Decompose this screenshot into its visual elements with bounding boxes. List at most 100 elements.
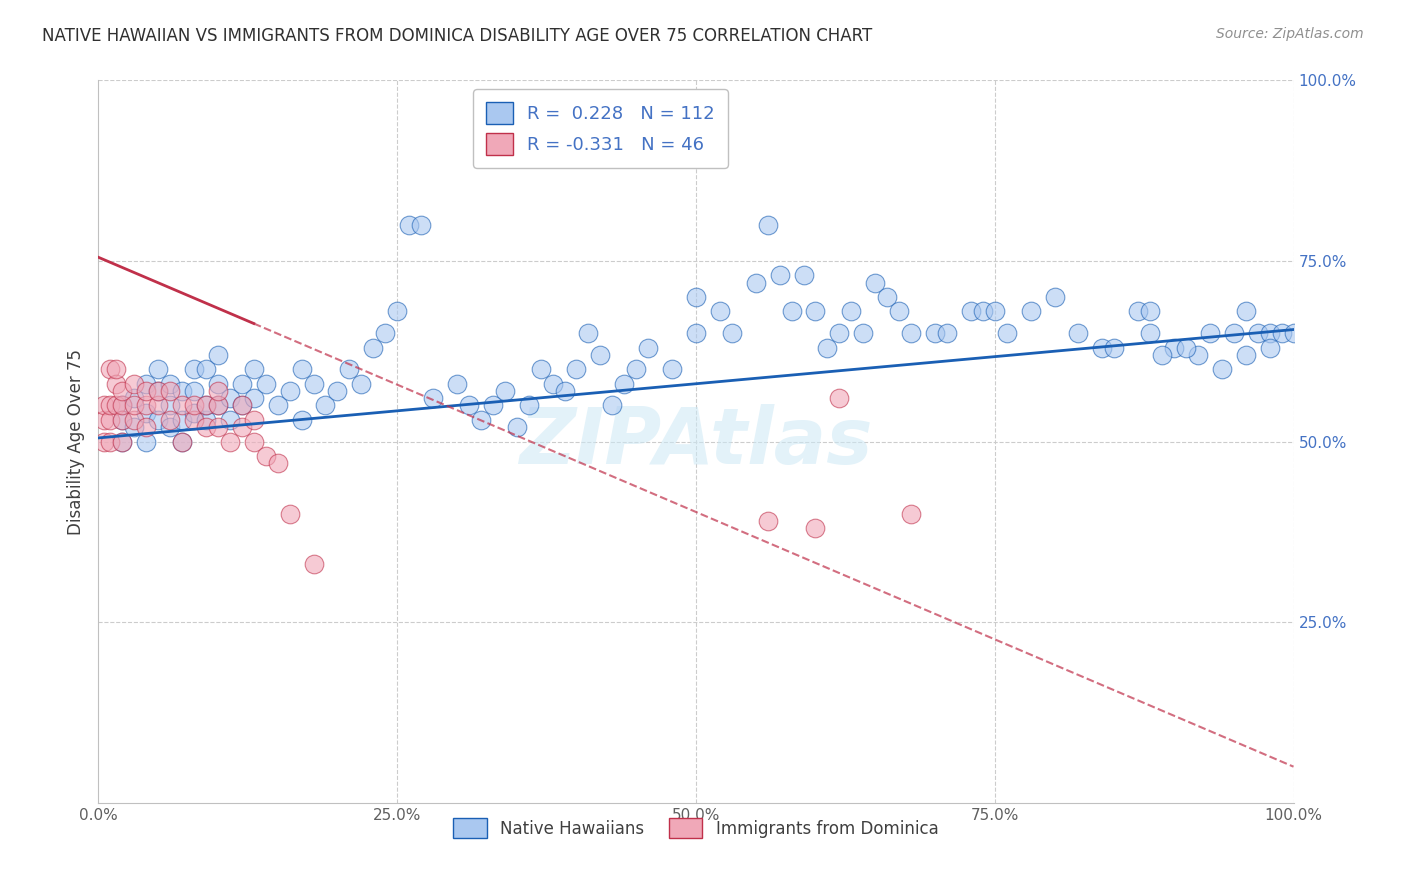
Point	[793, 268, 815, 283]
Point	[1199, 326, 1222, 340]
Point	[506, 420, 529, 434]
Point	[363, 341, 385, 355]
Point	[124, 420, 146, 434]
Point	[1282, 326, 1305, 340]
Point	[1104, 341, 1126, 355]
Point	[98, 434, 122, 449]
Point	[148, 384, 170, 398]
Point	[172, 434, 194, 449]
Point	[105, 398, 128, 412]
Point	[339, 362, 361, 376]
Point	[111, 434, 134, 449]
Point	[1258, 341, 1281, 355]
Point	[231, 420, 253, 434]
Point	[111, 413, 134, 427]
Point	[124, 413, 146, 427]
Point	[1223, 326, 1246, 340]
Point	[183, 362, 205, 376]
Point	[458, 398, 481, 412]
Point	[291, 413, 314, 427]
Point	[326, 384, 349, 398]
Point	[900, 326, 922, 340]
Point	[135, 420, 157, 434]
Point	[602, 398, 624, 412]
Point	[841, 304, 863, 318]
Point	[1091, 341, 1114, 355]
Point	[98, 413, 122, 427]
Point	[183, 406, 205, 420]
Point	[243, 391, 266, 405]
Point	[111, 434, 134, 449]
Point	[411, 218, 433, 232]
Point	[1163, 341, 1185, 355]
Text: ZIPAtlas: ZIPAtlas	[519, 403, 873, 480]
Point	[756, 514, 779, 528]
Point	[1152, 348, 1174, 362]
Point	[422, 391, 444, 405]
Point	[865, 276, 887, 290]
Point	[828, 326, 851, 340]
Point	[685, 326, 707, 340]
Point	[267, 456, 290, 470]
Point	[172, 398, 194, 412]
Point	[1234, 348, 1257, 362]
Point	[172, 384, 194, 398]
Point	[828, 391, 851, 405]
Point	[124, 398, 146, 412]
Point	[936, 326, 959, 340]
Point	[207, 376, 229, 391]
Point	[243, 362, 266, 376]
Point	[243, 413, 266, 427]
Point	[385, 304, 409, 318]
Point	[1271, 326, 1294, 340]
Point	[852, 326, 875, 340]
Point	[243, 434, 266, 449]
Point	[195, 420, 218, 434]
Point	[374, 326, 396, 340]
Point	[195, 413, 218, 427]
Point	[111, 398, 134, 412]
Point	[291, 362, 314, 376]
Point	[780, 304, 803, 318]
Point	[93, 413, 115, 427]
Point	[589, 348, 612, 362]
Point	[1247, 326, 1270, 340]
Point	[302, 558, 325, 572]
Point	[159, 420, 181, 434]
Point	[135, 398, 157, 412]
Point	[124, 391, 146, 405]
Point	[1187, 348, 1209, 362]
Point	[172, 434, 194, 449]
Point	[207, 348, 229, 362]
Point	[709, 304, 731, 318]
Point	[207, 420, 229, 434]
Point	[135, 376, 157, 391]
Point	[350, 376, 373, 391]
Point	[768, 268, 790, 283]
Point	[315, 398, 337, 412]
Point	[98, 362, 122, 376]
Point	[972, 304, 994, 318]
Point	[578, 326, 600, 340]
Point	[183, 413, 205, 427]
Point	[804, 304, 827, 318]
Point	[254, 376, 277, 391]
Point	[172, 413, 194, 427]
Point	[900, 507, 922, 521]
Point	[565, 362, 588, 376]
Point	[541, 376, 564, 391]
Point	[1043, 290, 1066, 304]
Point	[231, 398, 253, 412]
Point	[661, 362, 683, 376]
Point	[995, 326, 1018, 340]
Point	[219, 434, 242, 449]
Point	[231, 398, 253, 412]
Point	[554, 384, 576, 398]
Point	[219, 413, 242, 427]
Y-axis label: Disability Age Over 75: Disability Age Over 75	[66, 349, 84, 534]
Point	[195, 398, 218, 412]
Point	[148, 398, 170, 412]
Point	[613, 376, 636, 391]
Point	[1139, 304, 1161, 318]
Point	[721, 326, 744, 340]
